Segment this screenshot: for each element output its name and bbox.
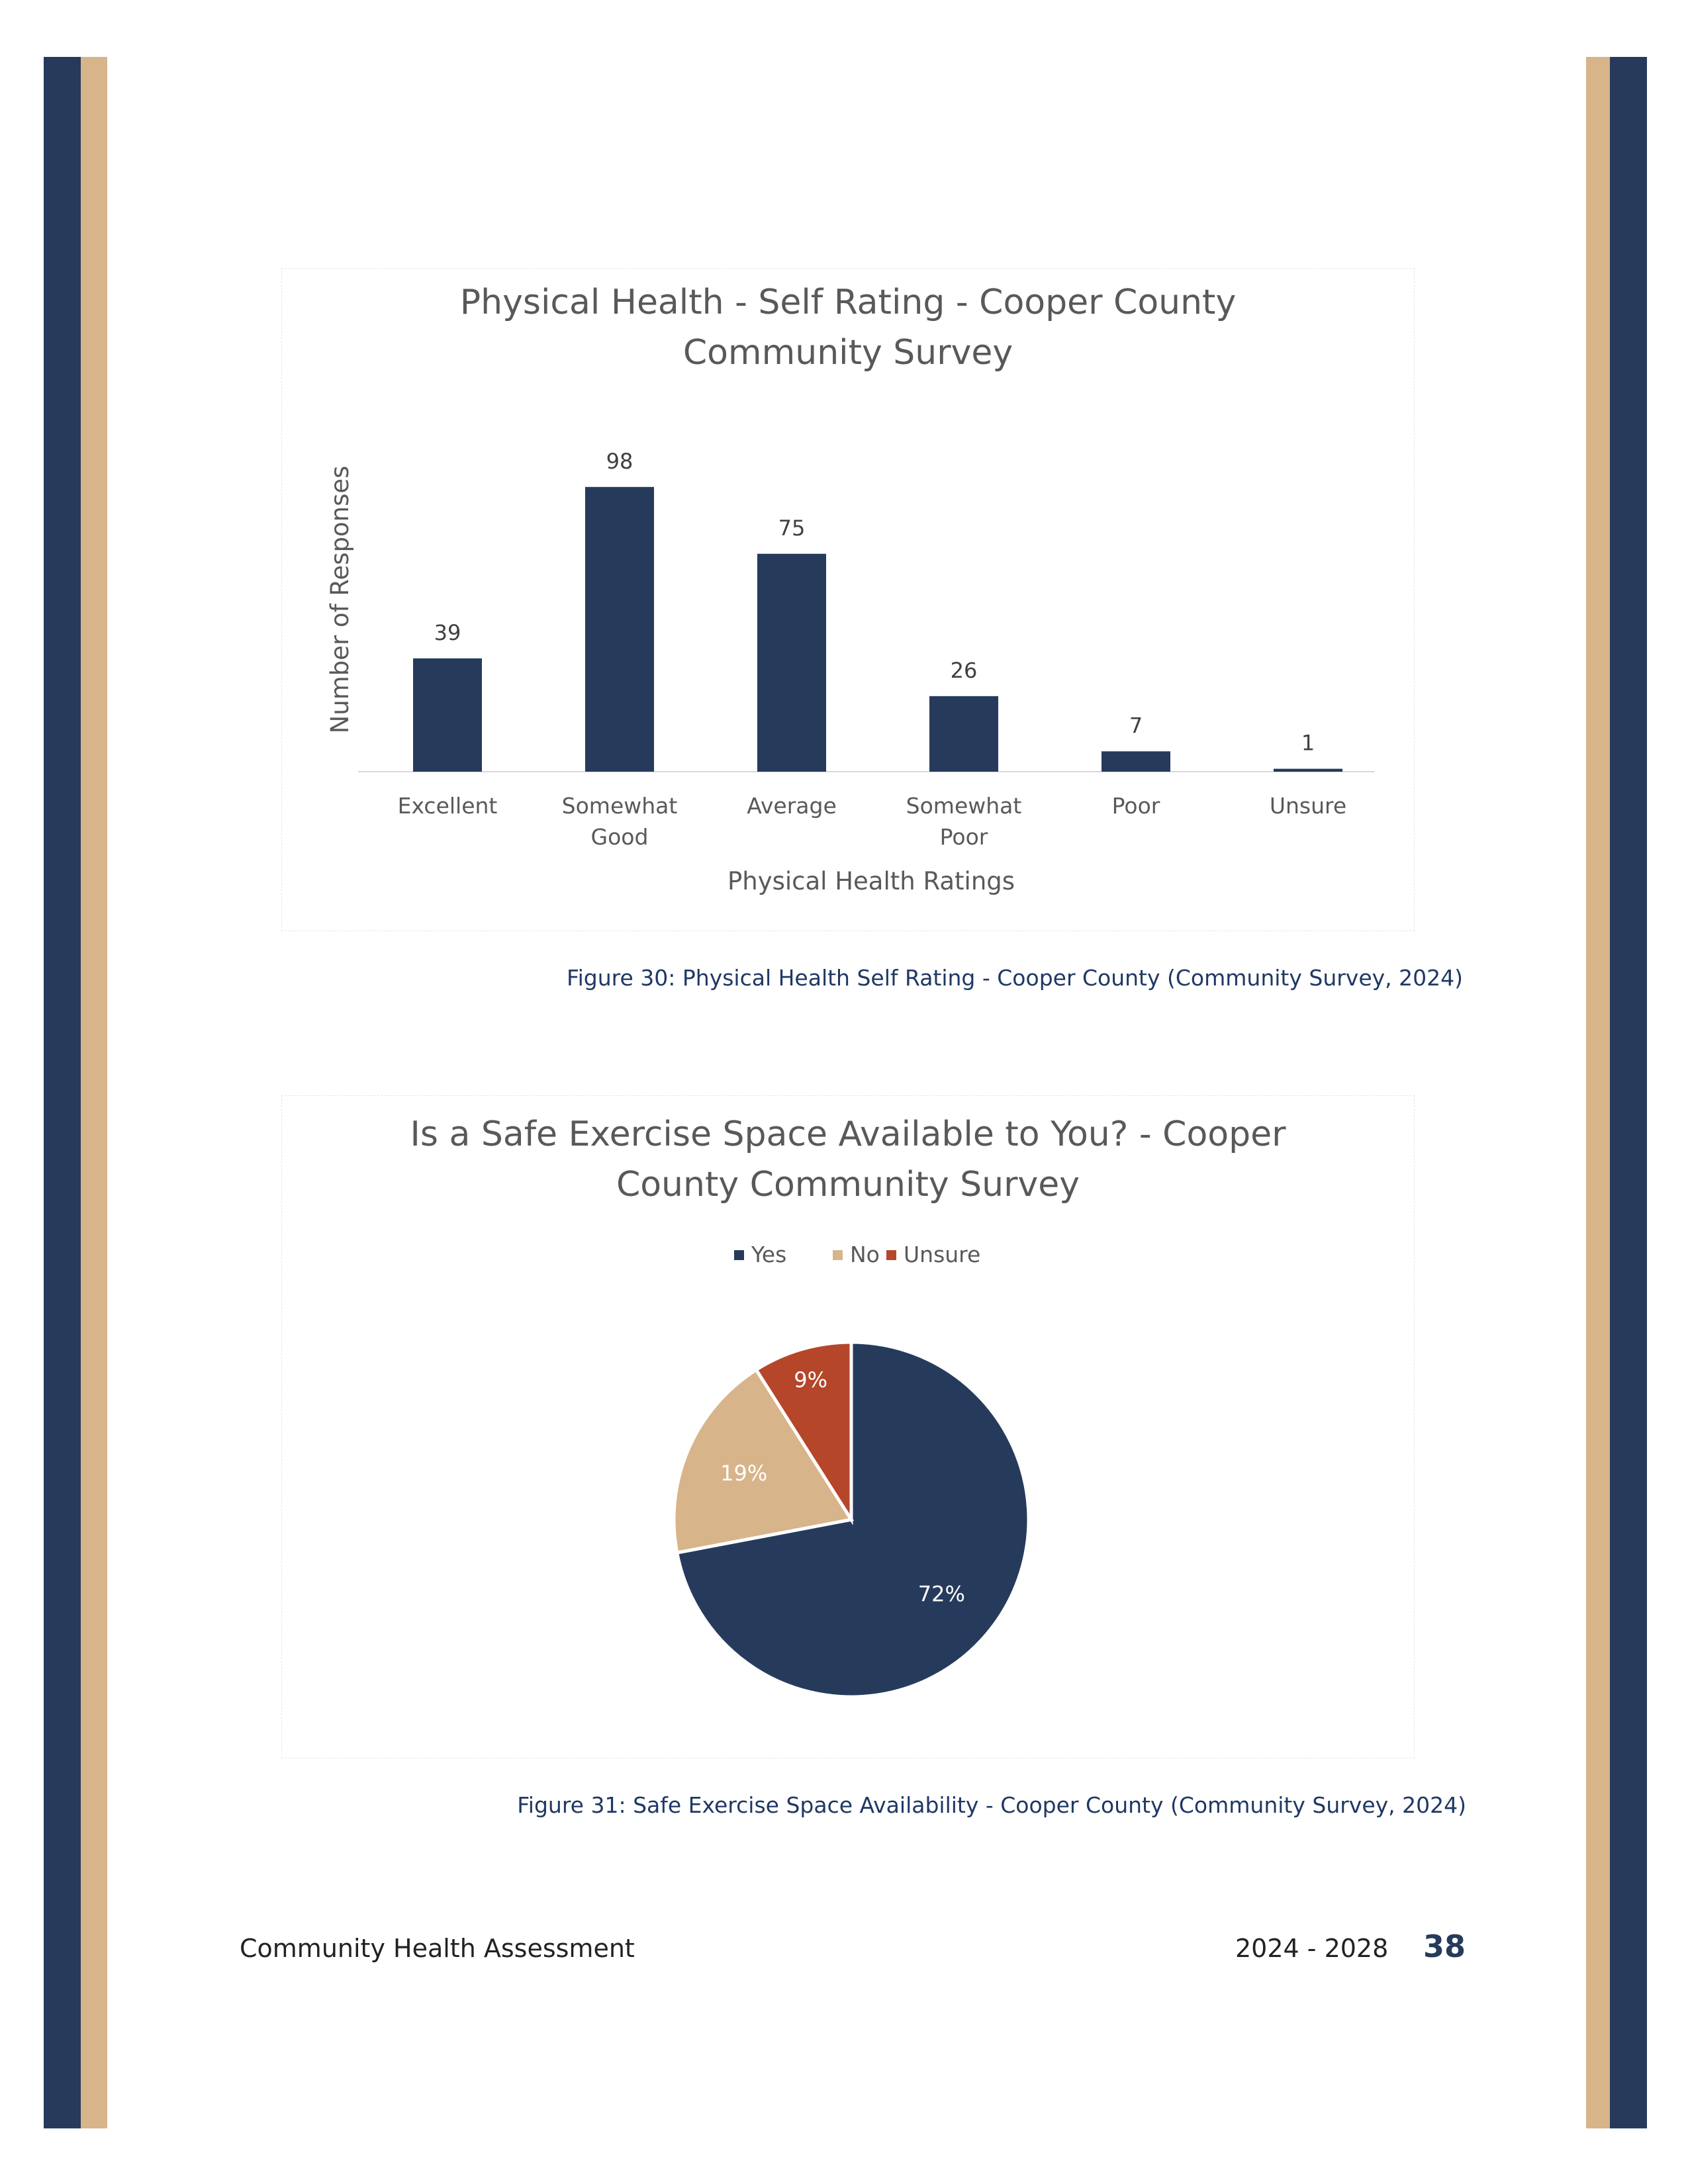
right-border-tan [1586,57,1610,2128]
category-tick-label: Poor [940,824,988,850]
pie-slice [672,1367,855,1555]
bar-data-label: 7 [1129,713,1143,738]
category-tick-label: Good [591,824,649,850]
right-border-navy [1610,57,1647,2128]
pie-chart-title-line: County Community Survey [616,1165,1080,1205]
pie-slice-label: 72% [918,1582,965,1607]
left-border-navy [44,57,81,2128]
bar [1274,768,1342,772]
bar [929,696,998,772]
bar-chart-panel: Physical Health - Self Rating - Cooper C… [281,268,1415,931]
footer-document-title: Community Health Assessment [240,1934,635,1963]
bar [585,486,654,772]
footer-years: 2024 - 2028 [1235,1934,1389,1963]
bar-data-label: 39 [434,620,461,645]
pie-chart-title-line: Is a Safe Exercise Space Available to Yo… [410,1115,1287,1154]
legend-swatch [886,1250,896,1260]
legend-label: No [850,1242,880,1267]
figure-31-caption: Figure 31: Safe Exercise Space Availabil… [517,1792,1466,1818]
bar [1102,751,1170,772]
bar-data-label: 26 [951,658,978,683]
pie-chart-panel: Is a Safe Exercise Space Available to Yo… [281,1095,1415,1758]
left-border-tan [81,57,107,2128]
legend-swatch [833,1250,843,1260]
pie-slice-label: 9% [794,1367,827,1392]
bar-data-label: 98 [606,449,633,474]
bar-data-label: 75 [778,516,806,541]
y-axis-title: Number of Responses [326,466,354,734]
bar [413,658,482,772]
pie-chart: Is a Safe Exercise Space Available to Yo… [410,1115,1287,1699]
category-tick-label: Excellent [398,793,498,819]
pie-slice [753,1340,853,1525]
figure-30-caption: Figure 30: Physical Health Self Rating -… [567,965,1463,991]
category-tick-label: Average [747,793,837,819]
category-tick-label: Somewhat [562,793,678,819]
page-number: 38 [1423,1929,1466,1964]
bar-chart-title-line: Physical Health - Self Rating - Cooper C… [460,283,1236,322]
legend-label: Unsure [904,1242,980,1267]
legend-label: Yes [751,1242,786,1267]
category-tick-label: Somewhat [906,793,1022,819]
bar-chart: Physical Health - Self Rating - Cooper C… [326,283,1374,895]
category-tick-label: Poor [1112,793,1160,819]
x-axis-title: Physical Health Ratings [727,867,1015,895]
bar-chart-title-line: Community Survey [683,333,1013,373]
bar-data-label: 1 [1301,731,1315,756]
legend-swatch [734,1250,744,1260]
pie-slice-label: 19% [720,1461,767,1486]
category-tick-label: Unsure [1270,793,1346,819]
bar [757,553,826,772]
